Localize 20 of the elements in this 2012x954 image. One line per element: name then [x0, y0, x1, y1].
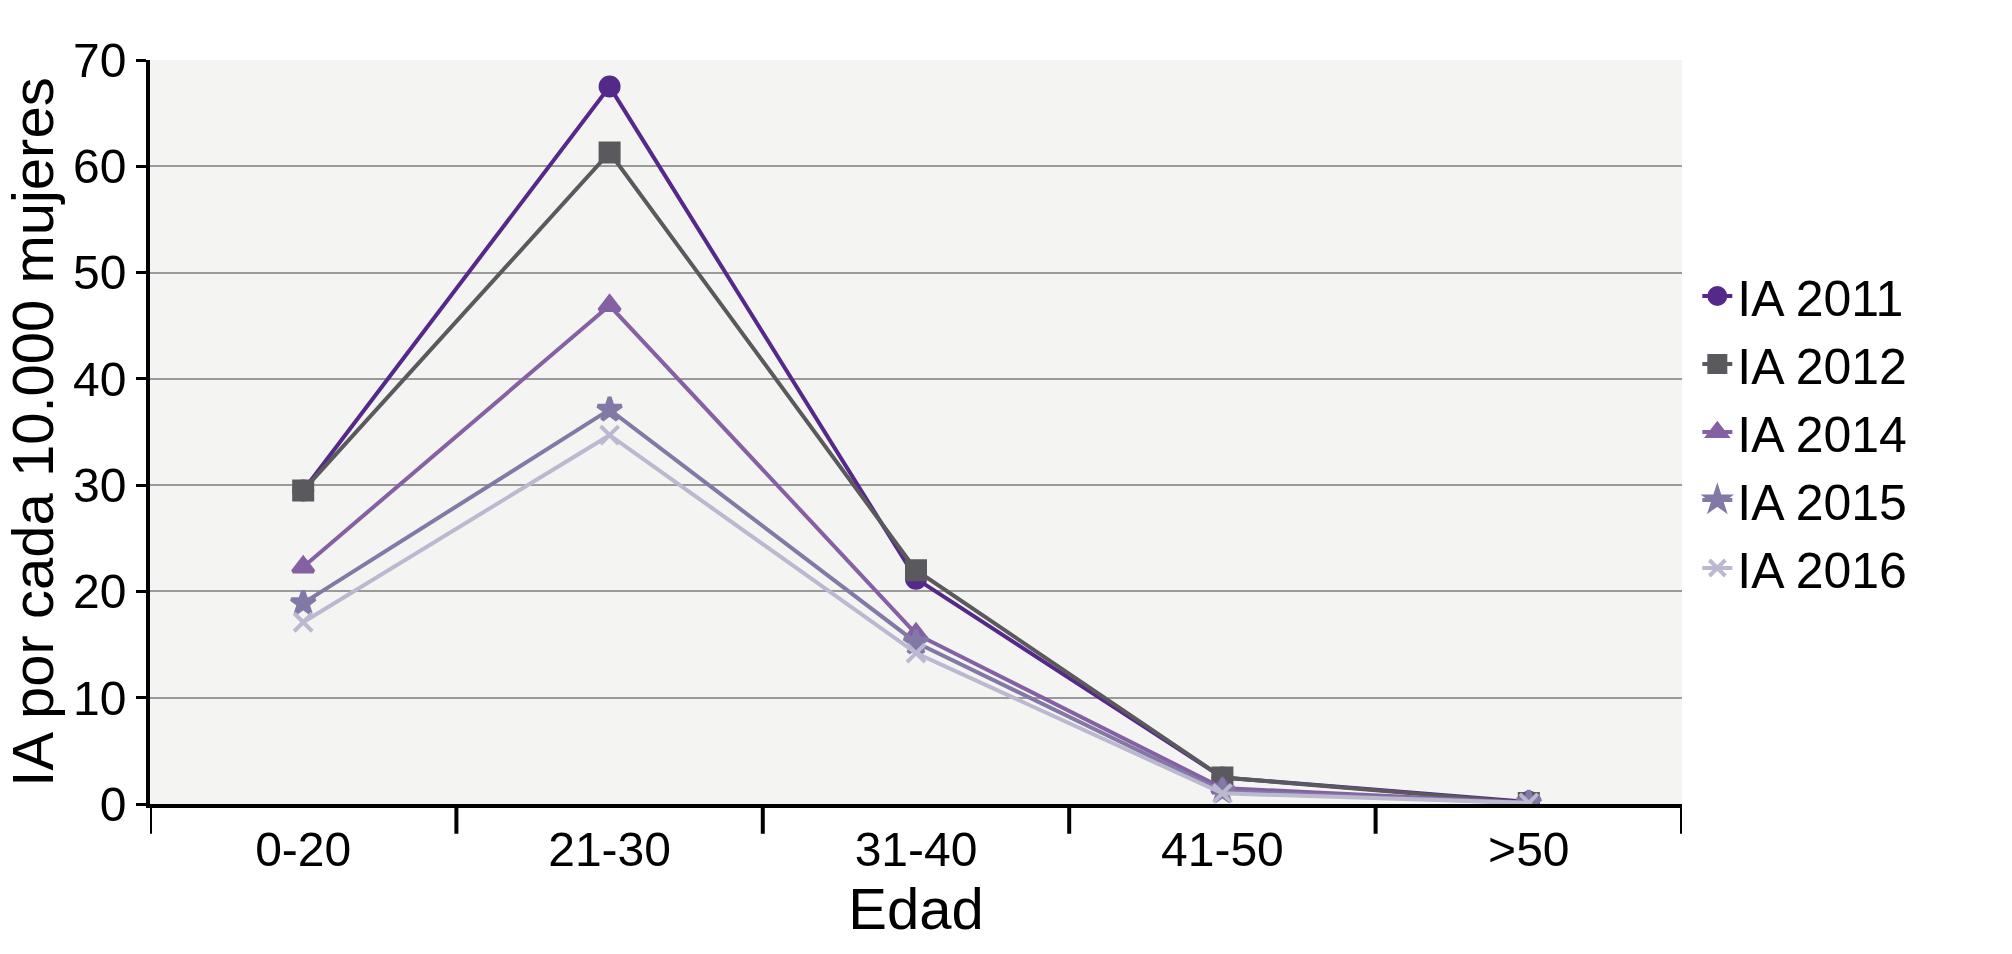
y-tick-label: 10	[73, 671, 127, 725]
x-tick-label: >50	[1488, 822, 1570, 876]
y-tick-label: 40	[73, 352, 127, 406]
y-axis-title: IA por cada 10.000 mujeres	[0, 77, 65, 787]
y-tick-label: 60	[73, 140, 127, 194]
y-tick-label: 70	[73, 33, 127, 87]
x-tick-label: 0-20	[255, 822, 352, 876]
legend-label: IA 2014	[1737, 406, 1907, 463]
y-tick-label: 50	[73, 246, 127, 300]
x-tick-label: 21-30	[548, 822, 671, 876]
x-axis-title: Edad	[848, 875, 984, 941]
legend-label: IA 2011	[1737, 270, 1904, 327]
legend-label: IA 2015	[1737, 474, 1907, 531]
y-tick-label: 20	[73, 565, 127, 619]
legend-label: IA 2016	[1737, 542, 1907, 599]
x-tick-label: 31-40	[854, 822, 978, 876]
x-tick-label: 41-50	[1161, 822, 1284, 876]
y-tick-label: 0	[99, 777, 127, 831]
y-tick-label: 30	[73, 458, 127, 512]
legend-label: IA 2012	[1737, 338, 1907, 395]
